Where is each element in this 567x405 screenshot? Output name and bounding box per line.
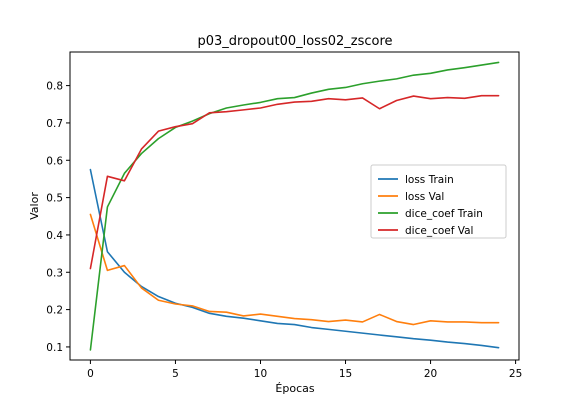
plot-area bbox=[69, 51, 520, 361]
x-tick-label: 15 bbox=[339, 368, 352, 380]
chart-title: p03_dropout00_loss02_zscore bbox=[197, 34, 392, 49]
x-axis: 0 5 10 15 20 25 bbox=[87, 360, 522, 380]
y-tick-label: 0.4 bbox=[46, 230, 63, 242]
series-line-loss-train bbox=[89, 168, 500, 349]
x-tick-label: 10 bbox=[254, 368, 267, 380]
y-tick-label: 0.2 bbox=[46, 305, 63, 317]
x-tick-label: 20 bbox=[424, 368, 437, 380]
series-line-dice-coef-val bbox=[89, 94, 500, 270]
x-tick-label: 0 bbox=[87, 368, 94, 380]
y-tick-label: 0.8 bbox=[46, 81, 63, 93]
x-axis-title: Épocas bbox=[275, 382, 314, 395]
series-line-loss-val bbox=[89, 213, 500, 326]
y-tick-label: 0.3 bbox=[46, 267, 63, 279]
legend-frame bbox=[370, 164, 507, 239]
y-tick-label: 0.7 bbox=[46, 118, 63, 130]
legend-label: dice_coef Val bbox=[405, 225, 473, 237]
y-tick-label: 0.1 bbox=[46, 342, 63, 354]
y-tick-label: 0.5 bbox=[46, 193, 63, 205]
legend-label: loss Train bbox=[405, 174, 454, 186]
x-tick-label: 25 bbox=[509, 368, 522, 380]
y-tick-label: 0.6 bbox=[46, 155, 63, 167]
series-line-dice-coef-train bbox=[89, 61, 500, 351]
series-lines bbox=[89, 61, 500, 351]
y-axis-title: Valor bbox=[28, 192, 41, 220]
legend: loss Train loss Val dice_coef Train dice_co… bbox=[370, 164, 507, 239]
plot-frame bbox=[69, 51, 520, 361]
legend-label: loss Val bbox=[405, 191, 444, 203]
y-axis: 0.1 0.2 0.3 0.4 0.5 0.6 0.7 0.8 bbox=[46, 81, 70, 354]
x-tick-label: 5 bbox=[172, 368, 179, 380]
legend-label: dice_coef Train bbox=[405, 208, 483, 220]
